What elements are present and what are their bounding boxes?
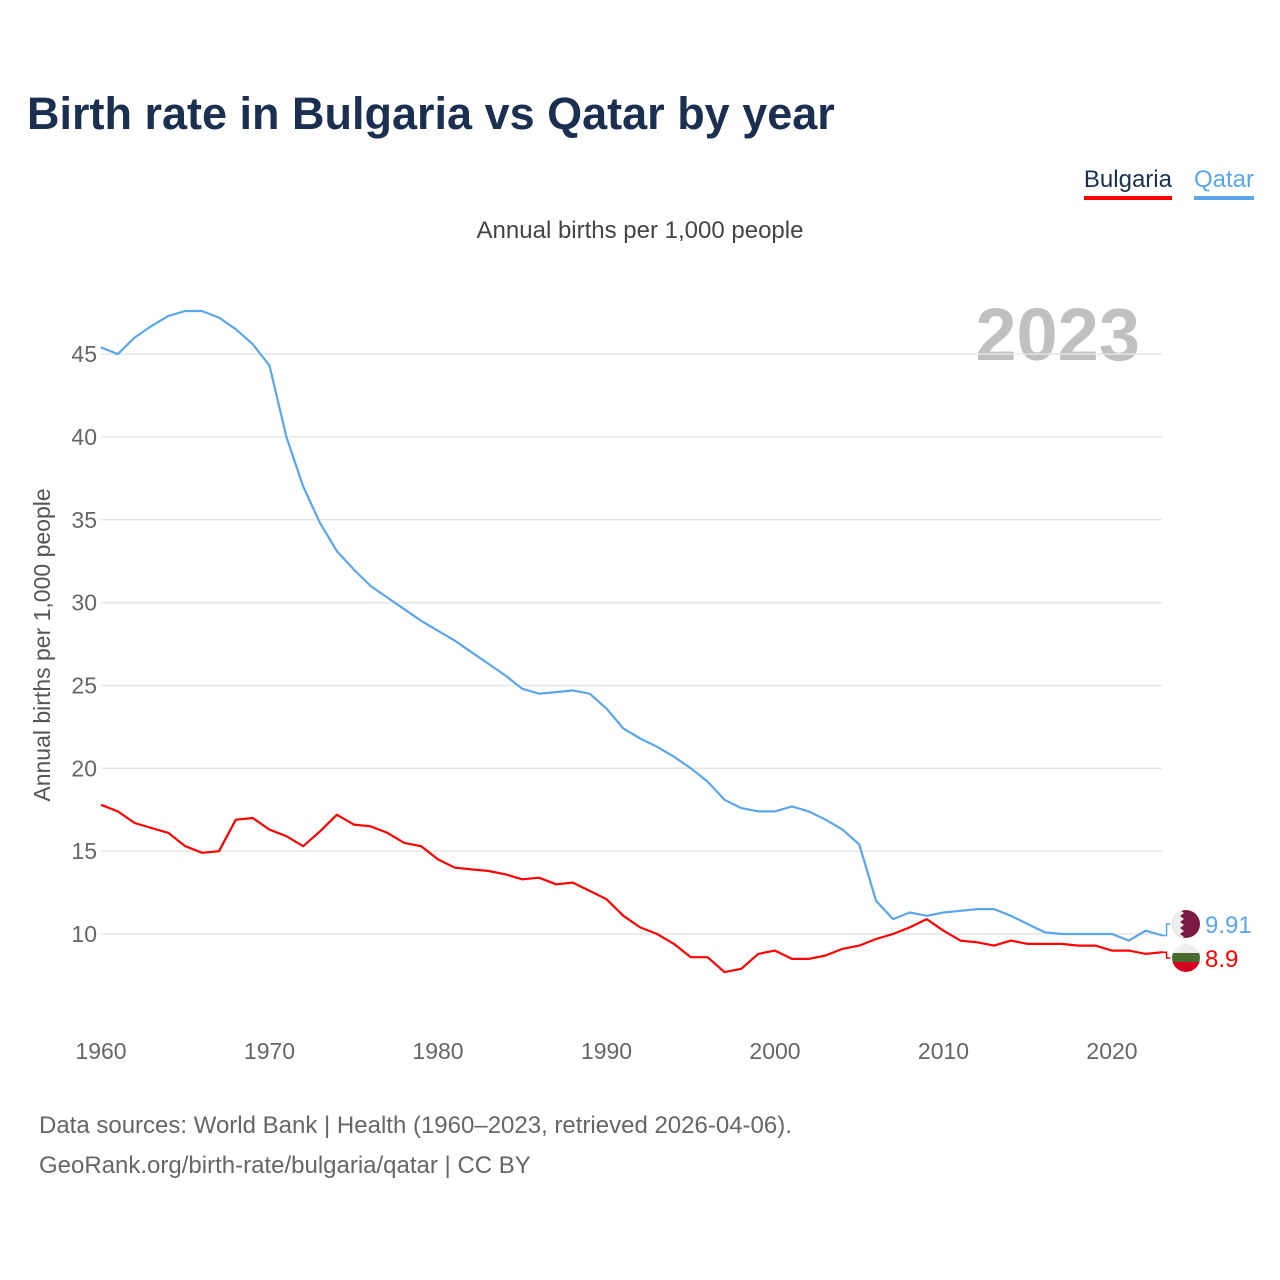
bulgaria-flag-icon [1172,944,1200,972]
chart-subtitle: Annual births per 1,000 people [476,217,804,244]
y-tick-label: 40 [71,424,97,450]
legend: Bulgaria Qatar [1083,166,1254,200]
x-tick-label: 2020 [1086,1038,1137,1064]
qatar-flag-icon [1172,910,1200,938]
end-value-label-qatar: 9.91 [1205,912,1252,939]
y-tick-label: 10 [71,921,97,947]
x-tick-label: 2010 [918,1038,969,1064]
series-line-qatar [100,309,1163,942]
end-label-connector [1162,923,1171,937]
y-tick-label: 45 [71,341,97,367]
x-tick-label: 1970 [244,1038,295,1064]
footer: Data sources: World Bank | Health (1960–… [39,1106,792,1186]
legend-item-bulgaria[interactable]: Bulgaria [1083,166,1172,200]
end-label-connector [1162,951,1171,959]
y-tick-label: 30 [71,590,97,616]
x-tick-label: 1960 [75,1038,126,1064]
x-tick-label: 1990 [581,1038,632,1064]
legend-item-qatar[interactable]: Qatar [1193,166,1254,200]
y-axis-label: Annual births per 1,000 people [29,488,55,801]
series-line-bulgaria [100,803,1163,974]
x-tick-label: 2000 [749,1038,800,1064]
source-link[interactable]: GeoRank.org/birth-rate/bulgaria/qatar | … [39,1152,531,1179]
y-tick-label: 15 [71,838,97,864]
data-source: Data sources: World Bank | Health (1960–… [39,1112,792,1139]
y-tick-label: 25 [71,672,97,698]
y-tick-label: 20 [71,755,97,781]
chart-title: Birth rate in Bulgaria vs Qatar by year [27,88,835,139]
end-value-label-bulgaria: 8.9 [1205,946,1238,973]
y-tick-label: 35 [71,507,97,533]
x-tick-label: 1980 [412,1038,463,1064]
year-watermark: 2023 [975,293,1140,376]
